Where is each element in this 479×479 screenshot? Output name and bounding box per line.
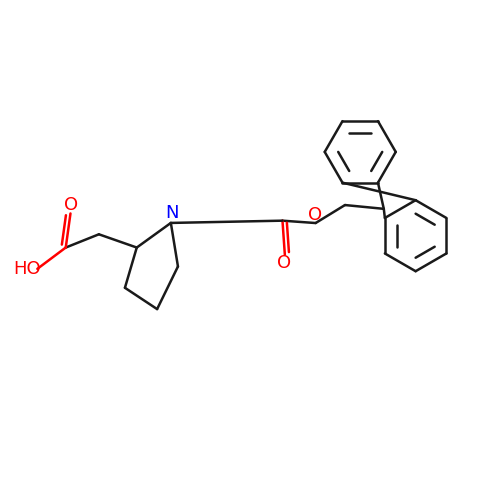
Text: HO: HO <box>13 260 41 278</box>
Text: O: O <box>308 205 322 224</box>
Text: O: O <box>64 196 79 214</box>
Text: O: O <box>277 254 291 272</box>
Text: N: N <box>166 204 179 221</box>
